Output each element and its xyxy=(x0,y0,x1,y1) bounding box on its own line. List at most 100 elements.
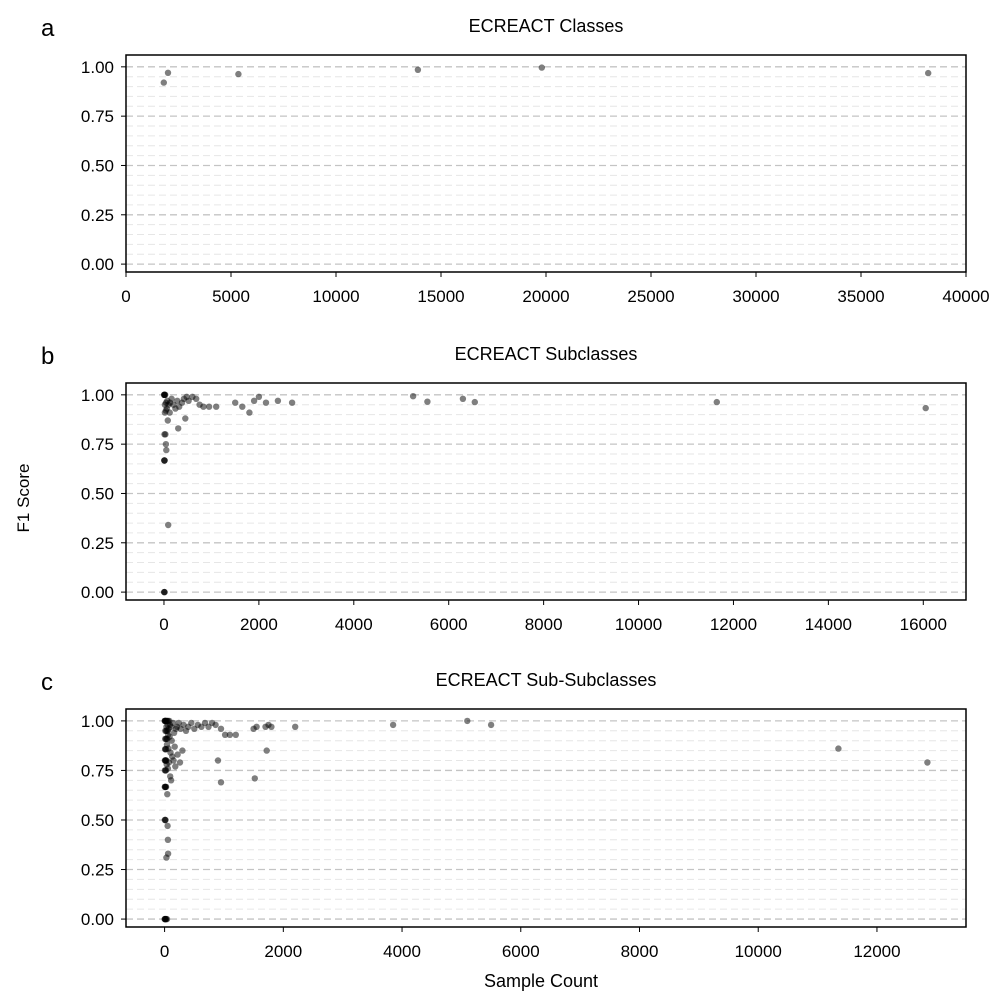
data-point xyxy=(162,441,170,448)
x-tick-label: 2000 xyxy=(240,615,278,634)
data-point xyxy=(253,723,260,730)
data-point xyxy=(251,775,258,782)
plot-frame xyxy=(125,382,967,601)
data-point xyxy=(166,409,173,416)
plot-frame xyxy=(125,708,967,928)
scatter-points xyxy=(161,717,931,923)
x-tick-label: 2000 xyxy=(264,942,302,961)
data-point xyxy=(185,397,192,404)
y-tick-label: 0.00 xyxy=(81,910,114,929)
panel-letter: c xyxy=(41,669,53,696)
data-point xyxy=(232,731,239,738)
panel-c: 0.00 0.25 0.50 0.75 1.00 0 2000 4000 6000 8000 100… xyxy=(41,669,967,961)
y-axis-label: F1 Score xyxy=(14,464,33,533)
data-point xyxy=(164,791,171,798)
data-point xyxy=(175,719,182,727)
data-point xyxy=(170,757,177,764)
data-point xyxy=(163,854,170,861)
data-point xyxy=(165,521,172,529)
y-tick-label: 0.25 xyxy=(81,861,114,880)
x-tick-label: 10000 xyxy=(615,615,662,634)
y-tick-label: 1.00 xyxy=(81,386,114,405)
x-tick-label: 6000 xyxy=(502,942,540,961)
data-point xyxy=(292,723,299,730)
data-point xyxy=(268,723,275,730)
data-point xyxy=(835,745,842,752)
data-point xyxy=(239,403,246,410)
y-tick-label: 0.00 xyxy=(81,583,114,602)
x-tick-label: 16000 xyxy=(900,615,947,634)
data-point xyxy=(389,721,397,729)
data-point xyxy=(171,743,178,750)
data-point xyxy=(221,731,229,738)
data-point xyxy=(167,777,175,784)
data-point xyxy=(924,759,931,766)
x-tick-label: 8000 xyxy=(525,615,563,634)
data-point xyxy=(161,457,168,464)
x-tick-label: 20000 xyxy=(522,287,569,306)
data-point xyxy=(487,721,495,729)
data-point xyxy=(188,719,195,727)
data-point xyxy=(471,398,478,406)
data-point xyxy=(250,397,258,404)
plot-frame xyxy=(125,54,967,273)
x-tick-label: 6000 xyxy=(430,615,468,634)
x-tick-label: 0 xyxy=(121,287,130,306)
x-tick-label: 4000 xyxy=(335,615,373,634)
data-point xyxy=(169,719,177,727)
data-point xyxy=(214,757,222,764)
data-point xyxy=(176,759,184,766)
x-tick-label: 25000 xyxy=(627,287,674,306)
data-point xyxy=(164,765,172,772)
panel-letter: b xyxy=(41,343,54,370)
data-point xyxy=(168,395,175,402)
x-tick-label: 10000 xyxy=(735,942,782,961)
panel-a: 0.00 0.25 0.50 0.75 1.00 0 5000 10000 15000 20000… xyxy=(41,15,990,306)
y-tick-label: 0.75 xyxy=(81,435,114,454)
x-axis-label: Sample Count xyxy=(484,971,598,991)
y-tick-label: 1.00 xyxy=(81,712,114,731)
data-point xyxy=(205,403,213,410)
data-point xyxy=(164,822,171,830)
data-point xyxy=(182,415,189,422)
data-point xyxy=(212,721,219,729)
data-point xyxy=(213,403,220,410)
x-tick-label: 8000 xyxy=(621,942,659,961)
data-point xyxy=(424,398,431,405)
data-point xyxy=(288,399,296,406)
y-tick-label: 0.25 xyxy=(81,534,114,553)
data-point xyxy=(162,783,170,791)
y-tick-label: 0.50 xyxy=(81,811,114,830)
scatter-points xyxy=(160,391,929,596)
data-point xyxy=(161,588,168,596)
x-tick-label: 14000 xyxy=(805,615,852,634)
data-point xyxy=(274,397,282,404)
data-point xyxy=(464,717,471,725)
data-point xyxy=(925,69,932,77)
y-tick-label: 0.00 xyxy=(81,255,114,274)
x-tick-label: 10000 xyxy=(312,287,359,306)
data-point xyxy=(200,403,207,410)
panel-letter: a xyxy=(41,15,55,42)
data-point xyxy=(164,69,172,77)
panel-title: ECREACT Sub-Subclasses xyxy=(436,670,657,690)
data-point xyxy=(179,747,186,754)
y-tick-label: 0.50 xyxy=(81,156,114,175)
data-point xyxy=(713,398,720,406)
data-point xyxy=(193,395,200,402)
y-tick-label: 1.00 xyxy=(81,58,114,77)
data-point xyxy=(160,79,167,86)
data-point xyxy=(232,399,239,406)
data-point xyxy=(538,64,545,71)
data-point xyxy=(163,446,170,454)
data-point xyxy=(162,816,169,824)
data-point xyxy=(168,737,175,744)
y-tick-label: 0.75 xyxy=(81,107,114,126)
data-point xyxy=(175,425,182,432)
y-tick-label: 0.75 xyxy=(81,761,114,780)
x-tick-label: 5000 xyxy=(212,287,250,306)
panel-title: ECREACT Subclasses xyxy=(455,344,638,364)
x-tick-label: 0 xyxy=(160,942,169,961)
data-point xyxy=(162,391,169,398)
